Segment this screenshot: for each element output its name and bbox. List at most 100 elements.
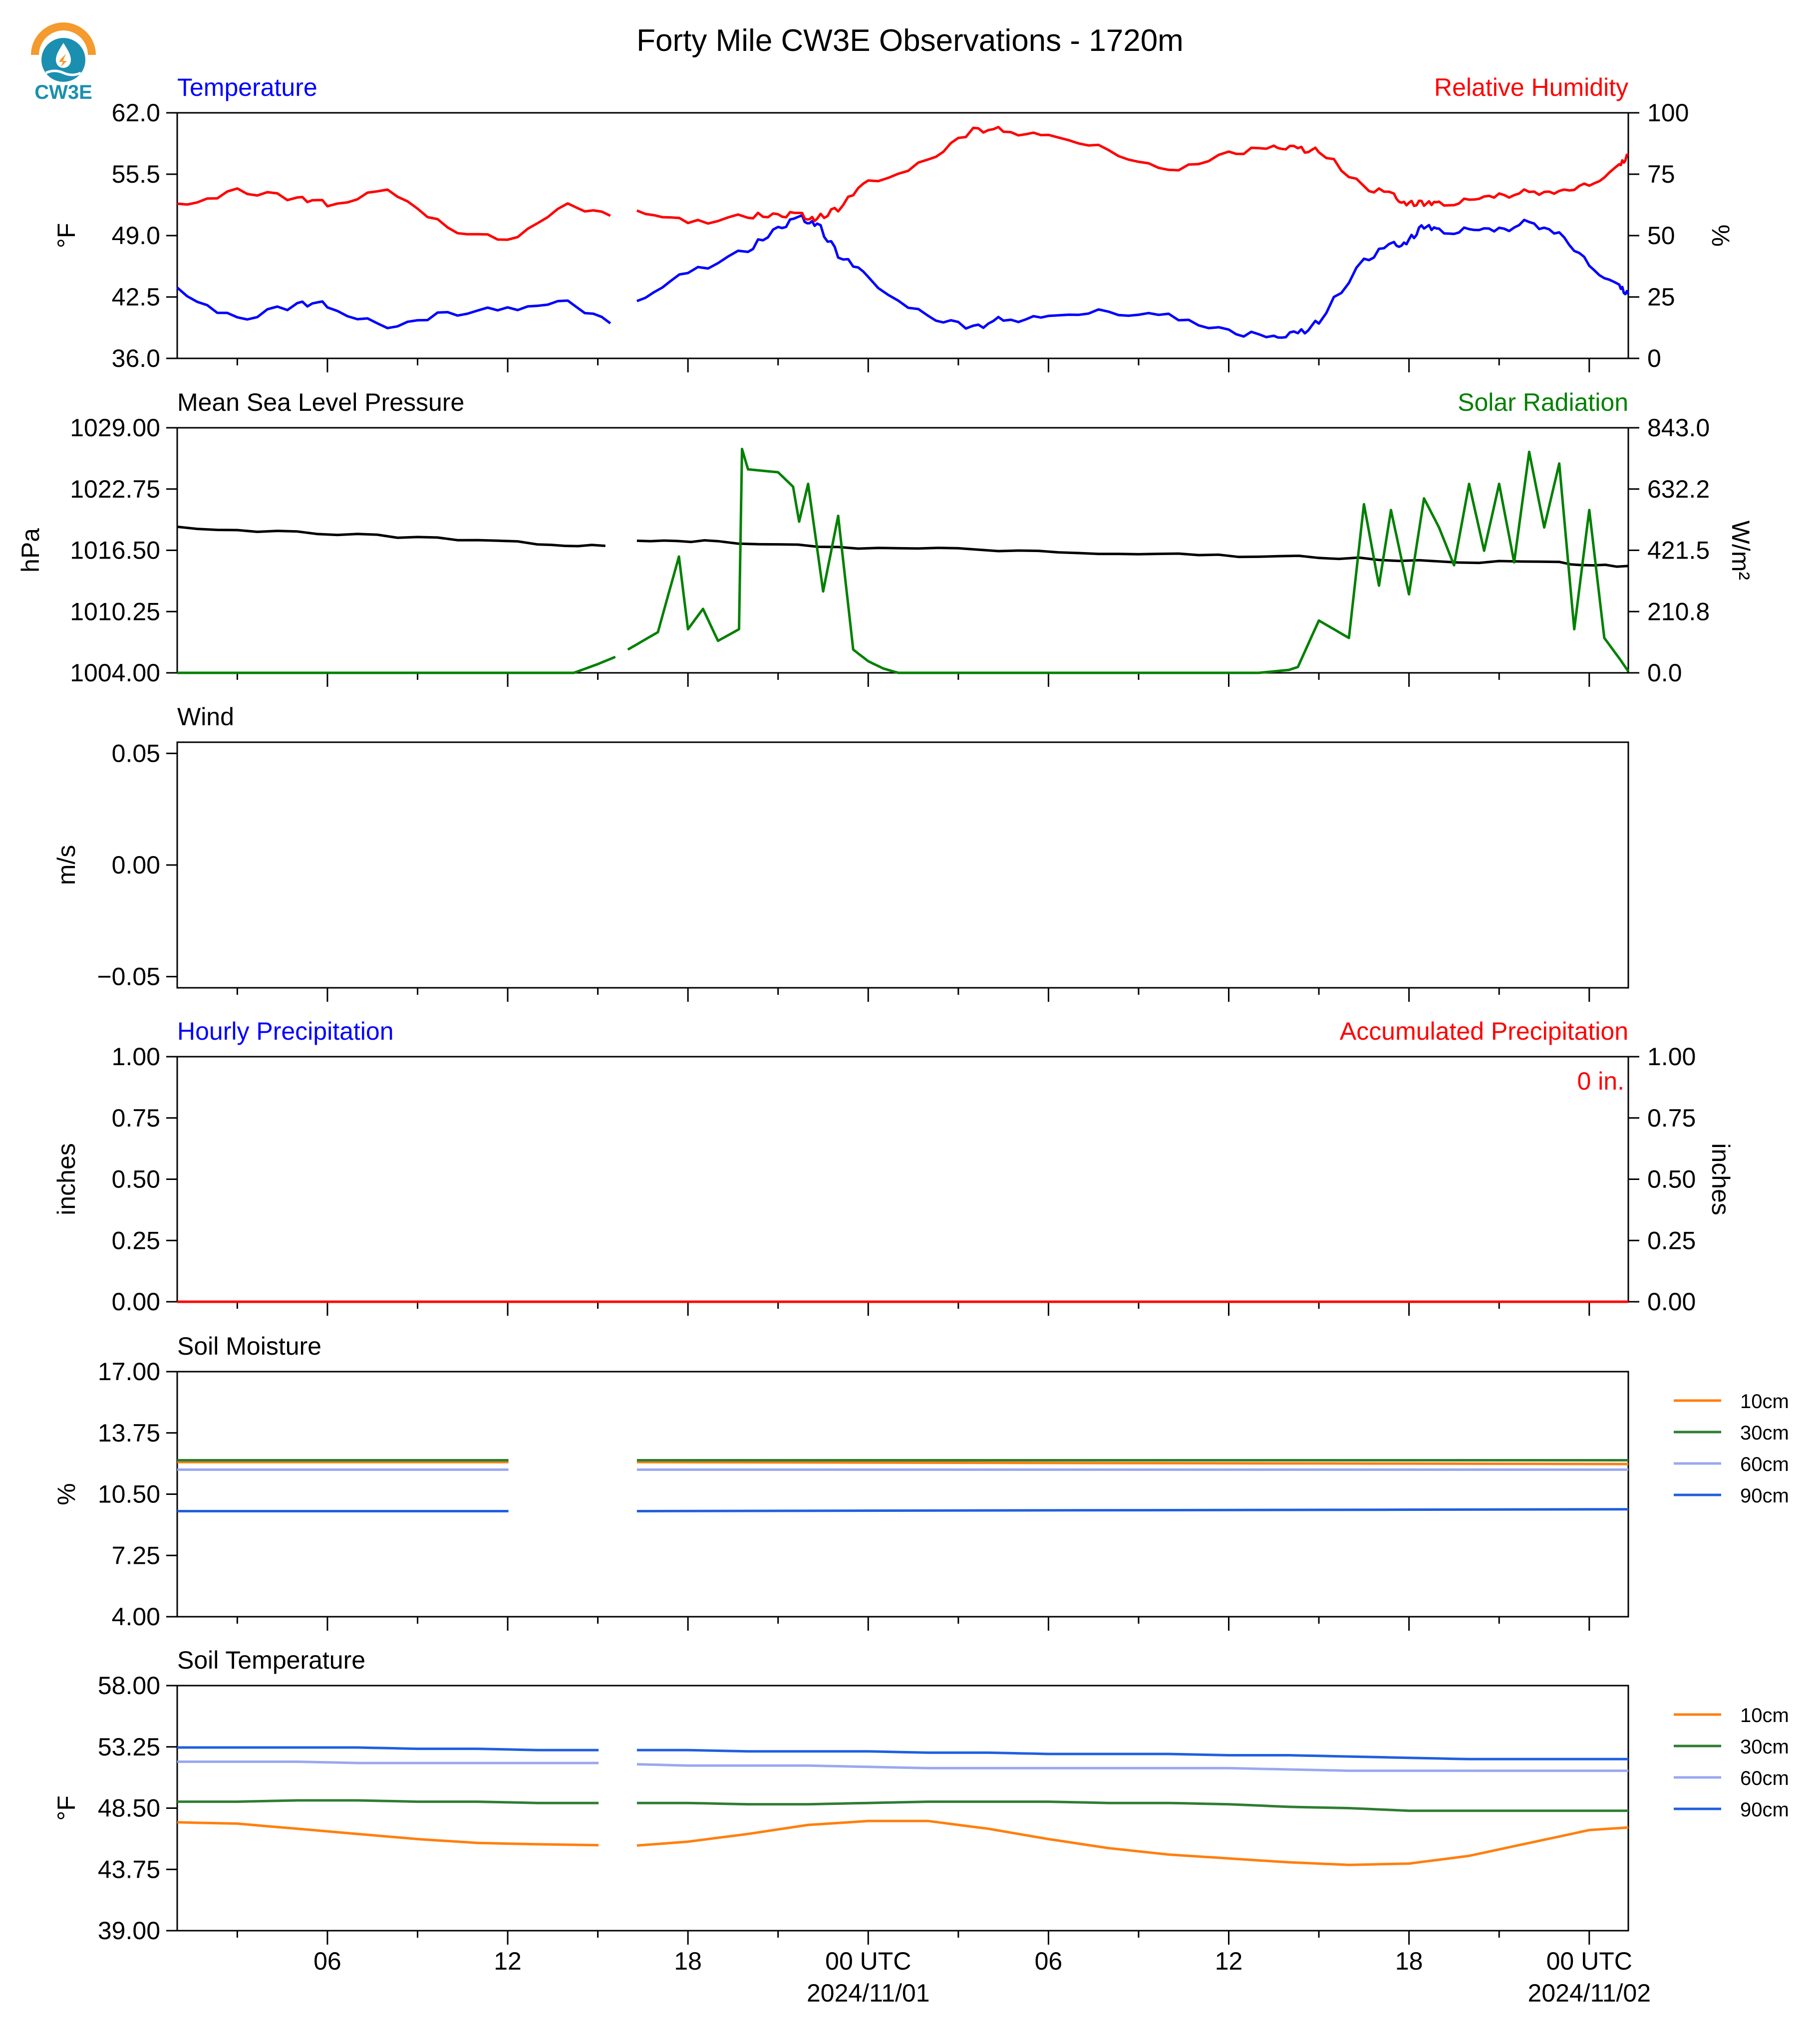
y-left-tick-label: 13.75 bbox=[98, 1419, 160, 1447]
series-line-10cm bbox=[177, 1819, 1629, 1866]
logo-text: CW3E bbox=[34, 81, 92, 103]
y-left-tick-label: 1010.25 bbox=[70, 597, 160, 625]
legend-label: 30cm bbox=[1740, 1422, 1789, 1444]
legend-label: 60cm bbox=[1740, 1453, 1789, 1475]
panel-title-right: Accumulated Precipitation bbox=[1340, 1017, 1628, 1045]
panel-frame bbox=[176, 1685, 1629, 1932]
y-left-tick-label: 4.00 bbox=[112, 1603, 160, 1631]
y-left-tick-label: −0.05 bbox=[97, 963, 160, 991]
panel-title-left: Soil Moisture bbox=[177, 1332, 321, 1360]
x-tick-label: 00 UTC bbox=[1546, 1947, 1632, 1975]
y-left-tick-label: 17.00 bbox=[98, 1358, 160, 1386]
panel-5: 39.00 43.75 48.50 53.25 58.00 °F Soil Temperat… bbox=[52, 1646, 1789, 1945]
x-tick-label: 06 bbox=[1035, 1947, 1063, 1975]
logo-emblem-icon: CW3E bbox=[31, 22, 96, 103]
panel-3: 0.00 0.25 0.50 0.75 1.00 inches 0.00 0.25 0.50 0.… bbox=[52, 1017, 1735, 1316]
y-left-axis-label: inches bbox=[52, 1143, 80, 1215]
legend: 10cm 30cm 60cm 90cm bbox=[1674, 1705, 1789, 1821]
series-line-temperature bbox=[176, 214, 1630, 339]
y-right-tick-label: 0.0 bbox=[1647, 659, 1682, 687]
series-line-10cm bbox=[177, 1460, 1629, 1465]
series-line-60cm bbox=[177, 1760, 1628, 1772]
y-right-tick-label: 0.00 bbox=[1647, 1288, 1696, 1316]
legend-label: 60cm bbox=[1740, 1767, 1789, 1789]
chart-title: Forty Mile CW3E Observations - 1720m bbox=[636, 23, 1184, 58]
panel-4: 4.00 7.25 10.50 13.75 17.00% Soil Moisture 10c… bbox=[52, 1332, 1789, 1631]
y-left-tick-label: 43.75 bbox=[98, 1855, 160, 1883]
panel-title-right: Relative Humidity bbox=[1434, 73, 1628, 101]
x-tick-label: 06 bbox=[313, 1947, 341, 1975]
y-left-tick-label: 1004.00 bbox=[70, 659, 160, 687]
x-tick-label: 18 bbox=[674, 1947, 702, 1975]
y-left-axis-label: % bbox=[52, 1483, 80, 1505]
y-right-tick-label: 1.00 bbox=[1647, 1043, 1696, 1071]
y-left-axis-label: °F bbox=[52, 223, 80, 249]
y-right-axis-label: W/m² bbox=[1727, 521, 1755, 580]
legend-label: 30cm bbox=[1740, 1736, 1789, 1758]
y-left-tick-label: 0.75 bbox=[112, 1104, 160, 1132]
x-tick-label: 00 UTC bbox=[825, 1947, 911, 1975]
precip-total-annotation: 0 in. bbox=[1577, 1067, 1624, 1095]
panel-frame bbox=[176, 741, 1629, 989]
series-line-solar-radiation bbox=[177, 448, 1630, 674]
y-right-tick-label: 75 bbox=[1647, 160, 1675, 188]
legend-label: 10cm bbox=[1740, 1391, 1789, 1413]
y-left-tick-label: 0.00 bbox=[112, 1288, 160, 1316]
y-right-tick-label: 0.50 bbox=[1647, 1165, 1696, 1193]
y-left-axis-label: m/s bbox=[52, 845, 80, 885]
y-left-tick-label: 10.50 bbox=[98, 1480, 160, 1508]
y-left-tick-label: 42.5 bbox=[112, 283, 160, 311]
y-left-tick-label: 58.00 bbox=[98, 1672, 160, 1700]
x-date-label: 2024/11/02 bbox=[1527, 1979, 1651, 2007]
y-left-tick-label: 0.00 bbox=[112, 851, 160, 879]
y-left-tick-label: 36.0 bbox=[112, 344, 160, 372]
y-right-tick-label: 632.2 bbox=[1647, 475, 1710, 503]
legend: 10cm 30cm 60cm 90cm bbox=[1674, 1391, 1789, 1507]
y-left-tick-label: 0.25 bbox=[112, 1226, 160, 1254]
legend-label: 90cm bbox=[1740, 1485, 1789, 1507]
x-tick-label: 12 bbox=[1215, 1947, 1243, 1975]
legend-label: 10cm bbox=[1740, 1705, 1789, 1727]
panel-frame bbox=[176, 1371, 1629, 1618]
panel-title-left: Mean Sea Level Pressure bbox=[177, 388, 464, 416]
y-right-tick-label: 0.75 bbox=[1647, 1104, 1696, 1132]
y-left-tick-label: 1029.00 bbox=[70, 414, 160, 442]
y-right-axis-label: inches bbox=[1707, 1143, 1735, 1215]
y-left-tick-label: 0.05 bbox=[112, 739, 160, 767]
y-left-tick-label: 48.50 bbox=[98, 1794, 160, 1822]
series-line-90cm bbox=[177, 1746, 1628, 1760]
legend-label: 90cm bbox=[1740, 1799, 1789, 1821]
panel-0: 36.0 42.5 49.0 55.5 62.0 °F 0 25 50 75 100% Tempera… bbox=[52, 73, 1735, 372]
y-left-tick-label: 1016.50 bbox=[70, 537, 160, 565]
y-left-tick-label: 0.50 bbox=[112, 1165, 160, 1193]
y-right-tick-label: 0 bbox=[1647, 344, 1661, 372]
panel-frame bbox=[176, 427, 1629, 674]
y-left-tick-label: 7.25 bbox=[112, 1541, 160, 1569]
y-left-tick-label: 39.00 bbox=[98, 1917, 160, 1945]
x-tick-label: 12 bbox=[494, 1947, 522, 1975]
panel-frame bbox=[176, 1056, 1629, 1303]
panel-1: 1004.00 1010.25 1016.50 1022.75 1029.00 hPa 0.… bbox=[16, 388, 1755, 687]
y-right-tick-label: 210.8 bbox=[1647, 597, 1710, 625]
y-right-tick-label: 421.5 bbox=[1647, 537, 1710, 565]
y-left-axis-label: °F bbox=[52, 1795, 80, 1821]
series-line-90cm bbox=[177, 1508, 1629, 1512]
panel-title-left: Temperature bbox=[177, 73, 317, 101]
x-tick-label: 18 bbox=[1395, 1947, 1423, 1975]
panel-title-left: Wind bbox=[177, 703, 234, 731]
y-left-tick-label: 49.0 bbox=[112, 222, 160, 250]
cw3e-logo: CW3E bbox=[26, 19, 101, 104]
y-left-tick-label: 55.5 bbox=[112, 160, 160, 188]
y-left-tick-label: 62.0 bbox=[112, 99, 160, 127]
y-left-tick-label: 1022.75 bbox=[70, 475, 160, 503]
panel-title-right: Solar Radiation bbox=[1458, 388, 1628, 416]
y-right-tick-label: 843.0 bbox=[1647, 414, 1710, 442]
panel-title-left: Soil Temperature bbox=[177, 1646, 365, 1674]
y-left-tick-label: 53.25 bbox=[98, 1733, 160, 1761]
panel-2: −0.05 0.00 0.05 m/s Wind bbox=[52, 703, 1629, 1002]
series-line-mean-sea-level-pressure bbox=[177, 525, 1629, 568]
y-right-tick-label: 0.25 bbox=[1647, 1226, 1696, 1254]
y-left-axis-label: hPa bbox=[16, 528, 44, 573]
panel-title-left: Hourly Precipitation bbox=[177, 1017, 394, 1045]
